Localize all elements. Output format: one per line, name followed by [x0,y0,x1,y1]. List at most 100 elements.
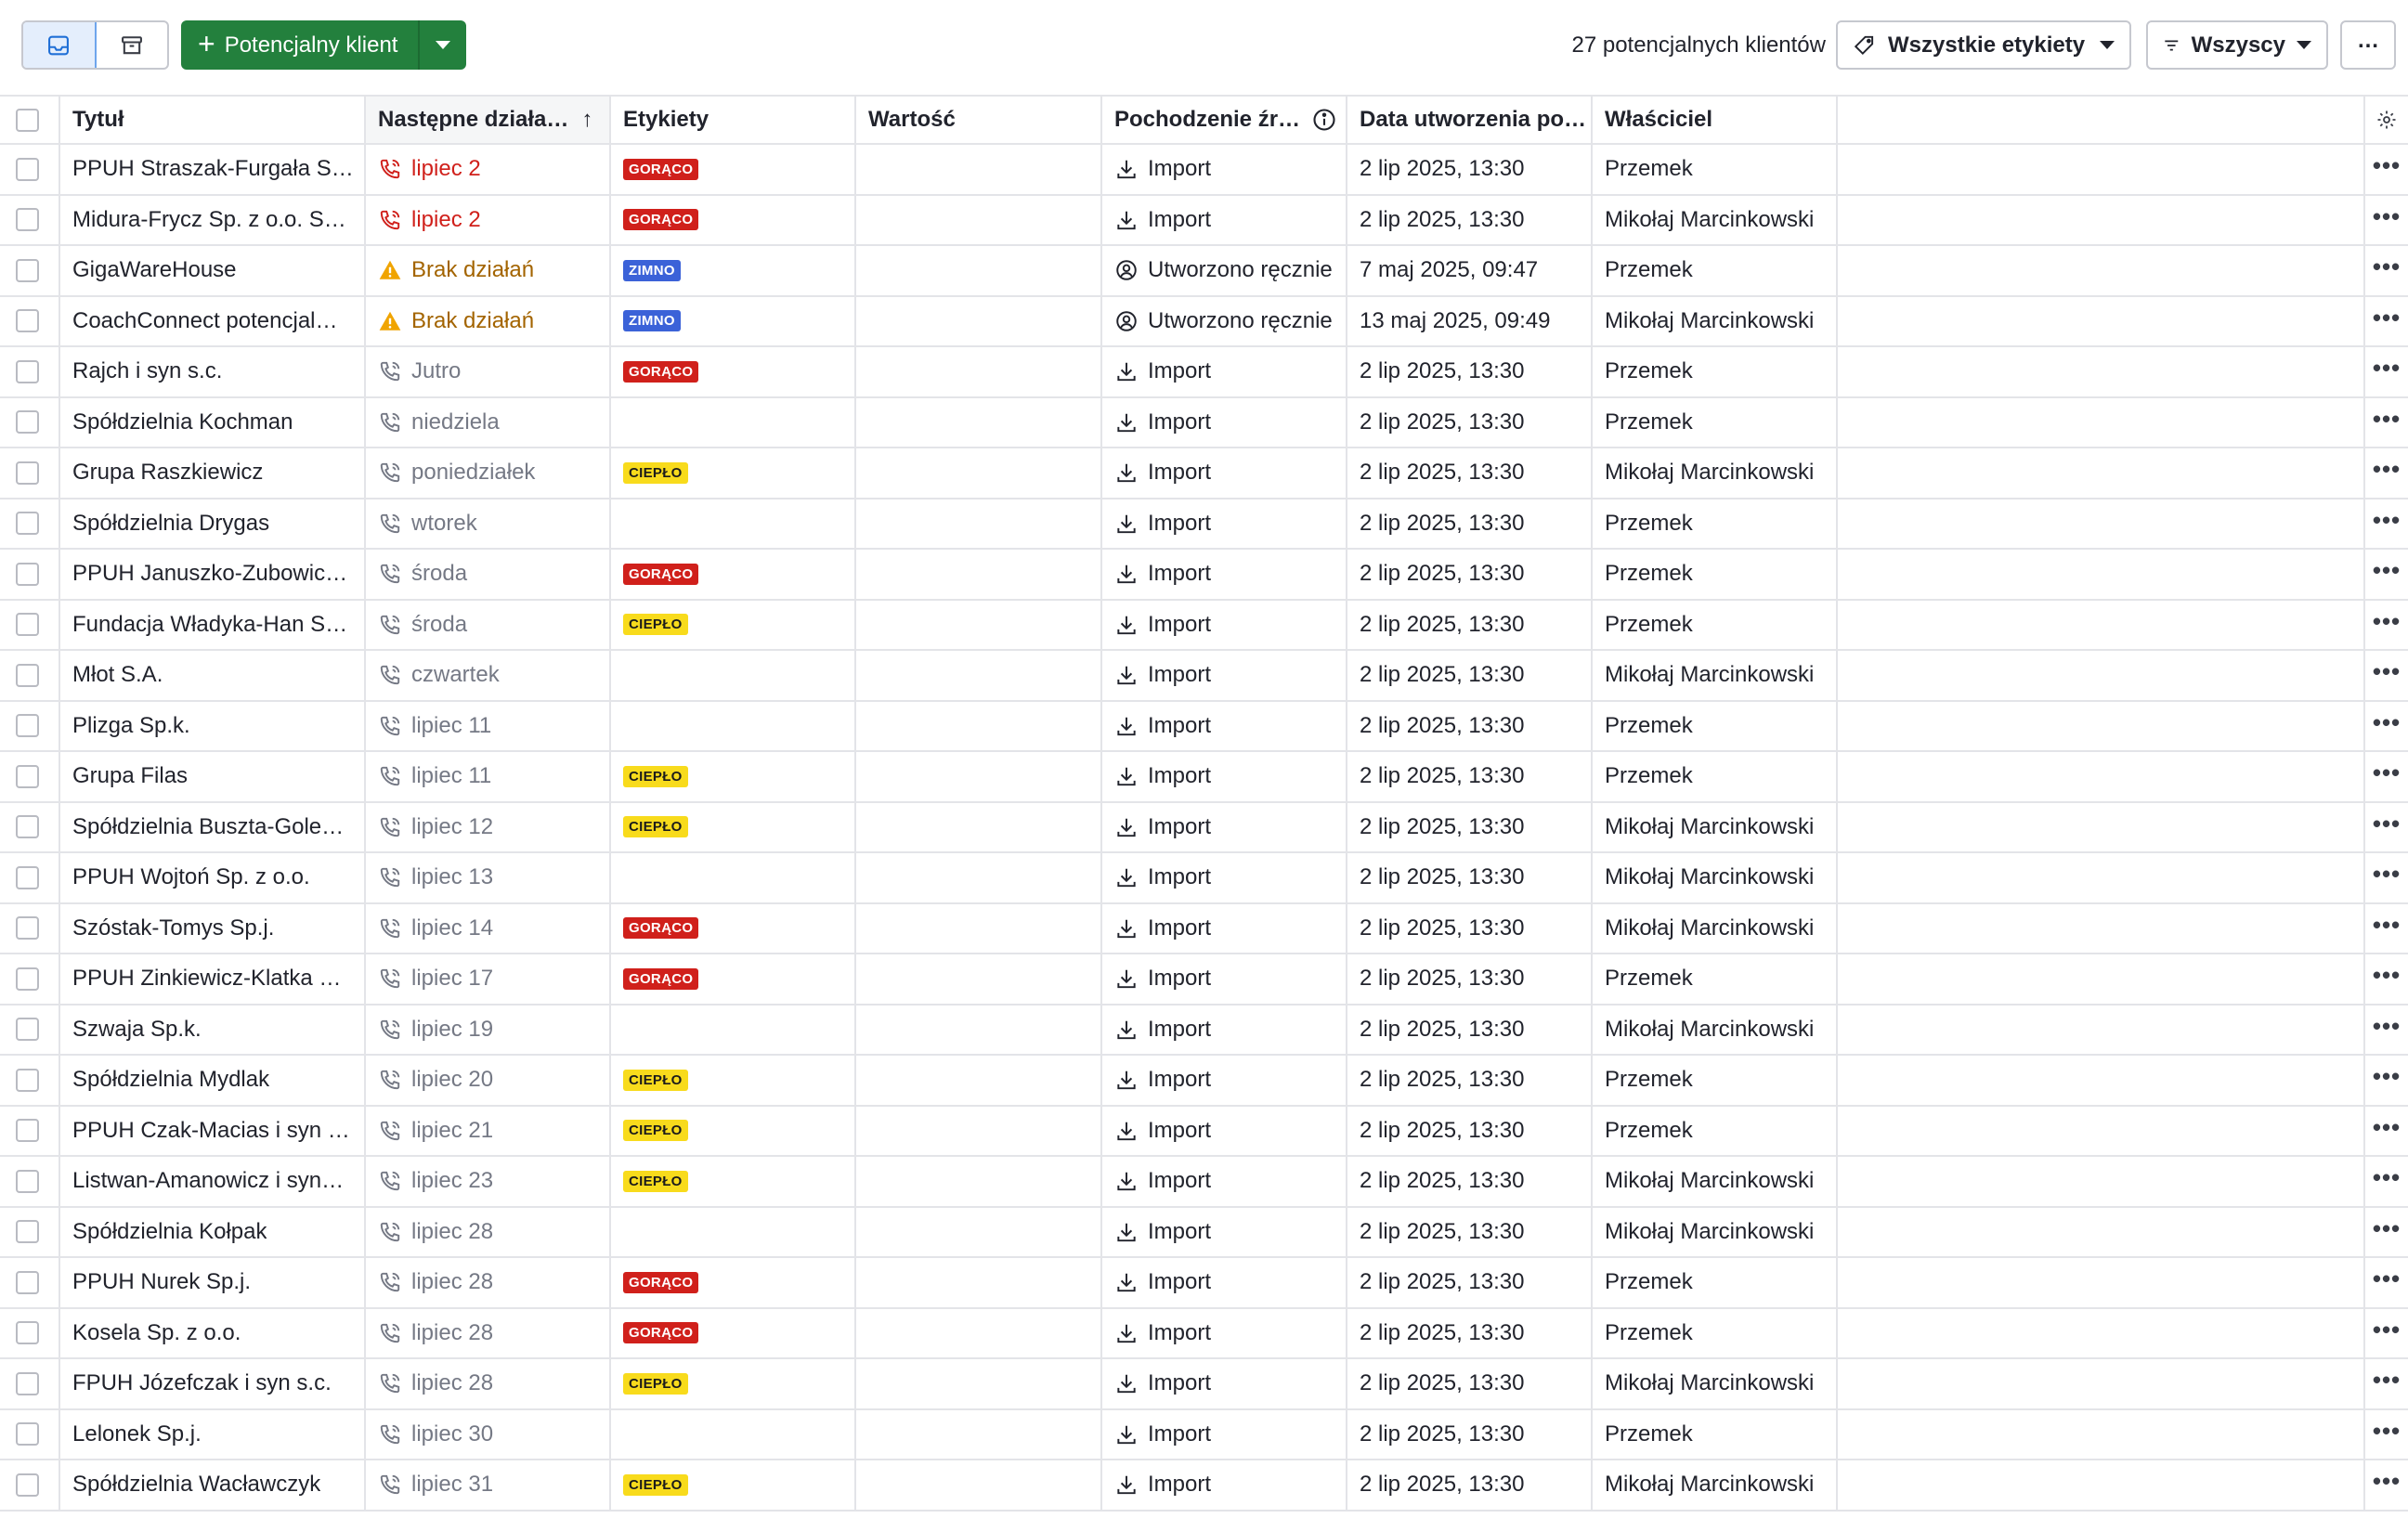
owner-cell[interactable]: Mikołaj Marcinkowski [1593,853,1838,902]
labels-cell[interactable]: CIEPŁO [611,1157,856,1206]
next-activity-cell[interactable]: lipiec 28 [366,1359,611,1408]
next-activity-cell[interactable]: lipiec 28 [366,1207,611,1256]
column-header-created[interactable]: Data utworzenia po… [1347,97,1593,143]
value-cell[interactable] [856,1308,1102,1357]
next-activity-cell[interactable]: czwartek [366,651,611,700]
owner-cell[interactable]: Mikołaj Marcinkowski [1593,1460,1838,1510]
owner-cell[interactable]: Przemek [1593,1056,1838,1105]
value-cell[interactable] [856,600,1102,649]
labels-cell[interactable]: GORĄCO [611,550,856,599]
row-checkbox[interactable] [16,359,39,383]
next-activity-cell[interactable]: lipiec 11 [366,701,611,750]
row-checkbox[interactable] [16,1422,39,1447]
value-cell[interactable] [856,296,1102,345]
table-row[interactable]: Spółdzielnia Buszta-Gole… lipiec 12 CIEPŁO… [0,802,2408,853]
more-actions-icon[interactable]: ••• [2372,354,2401,383]
column-header-title[interactable]: Tytuł [60,97,366,143]
value-cell[interactable] [856,903,1102,953]
value-cell[interactable] [856,145,1102,194]
table-row[interactable]: Plizga Sp.k. lipiec 11 Import 2 lip 2025, 1… [0,701,2408,752]
table-row[interactable]: Grupa Raszkiewicz poniedziałek CIEPŁO Impor… [0,448,2408,500]
owner-cell[interactable]: Przemek [1593,550,1838,599]
value-cell[interactable] [856,954,1102,1004]
table-row[interactable]: PPUH Zinkiewicz-Klatka … lipiec 17 GORĄCO I… [0,954,2408,1006]
table-row[interactable]: PPUH Czak-Macias i syn … lipiec 21 CIEPŁO I… [0,1106,2408,1157]
row-checkbox[interactable] [16,764,39,788]
owner-cell[interactable]: Mikołaj Marcinkowski [1593,802,1838,851]
labels-cell[interactable]: CIEPŁO [611,1056,856,1105]
value-cell[interactable] [856,448,1102,498]
more-actions-icon[interactable]: ••• [2372,556,2401,585]
more-actions-icon[interactable]: ••• [2372,606,2401,635]
value-cell[interactable] [856,246,1102,295]
labels-cell[interactable] [611,499,856,548]
table-row[interactable]: CoachConnect potencjal… Brak działań ZIMNO… [0,296,2408,347]
table-row[interactable]: Młot S.A. czwartek Import 2 lip 2025, 13:30… [0,651,2408,702]
value-cell[interactable] [856,499,1102,548]
value-cell[interactable] [856,1106,1102,1155]
value-cell[interactable] [856,347,1102,396]
labels-cell[interactable]: CIEPŁO [611,1359,856,1408]
labels-cell[interactable]: GORĄCO [611,145,856,194]
labels-cell[interactable] [611,701,856,750]
owner-cell[interactable]: Przemek [1593,145,1838,194]
table-row[interactable]: Spółdzielnia Kochman niedziela Import 2 lip… [0,397,2408,448]
lead-title-cell[interactable]: Spółdzielnia Kochman [60,397,366,447]
row-checkbox[interactable] [16,410,39,435]
value-cell[interactable] [856,802,1102,851]
more-actions-icon[interactable]: ••• [2372,809,2401,837]
value-cell[interactable] [856,1056,1102,1105]
next-activity-cell[interactable]: środa [366,600,611,649]
labels-cell[interactable]: GORĄCO [611,954,856,1004]
owner-cell[interactable]: Przemek [1593,1409,1838,1459]
row-checkbox[interactable] [16,613,39,637]
more-actions-icon[interactable]: ••• [2372,707,2401,736]
labels-cell[interactable]: GORĄCO [611,195,856,244]
next-activity-cell[interactable]: lipiec 2 [366,195,611,244]
labels-cell[interactable]: ZIMNO [611,296,856,345]
value-cell[interactable] [856,701,1102,750]
owner-cell[interactable]: Mikołaj Marcinkowski [1593,1005,1838,1054]
value-cell[interactable] [856,550,1102,599]
table-row[interactable]: PPUH Wojtoń Sp. z o.o. lipiec 13 Import 2 l… [0,853,2408,904]
lead-title-cell[interactable]: Spółdzielnia Wacławczyk [60,1460,366,1510]
lead-title-cell[interactable]: PPUH Straszak-Furgała S… [60,145,366,194]
owner-cell[interactable]: Mikołaj Marcinkowski [1593,903,1838,953]
owner-cell[interactable]: Mikołaj Marcinkowski [1593,195,1838,244]
column-header-labels[interactable]: Etykiety [611,97,856,143]
labels-cell[interactable] [611,397,856,447]
next-activity-cell[interactable]: Jutro [366,347,611,396]
value-cell[interactable] [856,651,1102,700]
value-cell[interactable] [856,397,1102,447]
labels-cell[interactable]: GORĄCO [611,903,856,953]
next-activity-cell[interactable]: lipiec 17 [366,954,611,1004]
more-actions-icon[interactable]: ••• [2372,201,2401,230]
gear-icon[interactable] [2375,109,2398,131]
table-row[interactable]: Szóstak-Tomys Sp.j. lipiec 14 GORĄCO Import… [0,903,2408,954]
more-actions-icon[interactable]: ••• [2372,657,2401,686]
labels-cell[interactable]: CIEPŁO [611,448,856,498]
table-row[interactable]: PPUH Januszko-Zubowic… środa GORĄCO Import 2… [0,550,2408,601]
row-checkbox[interactable] [16,512,39,536]
more-options-button[interactable]: … [2340,20,2396,70]
next-activity-cell[interactable]: lipiec 31 [366,1460,611,1510]
labels-cell[interactable]: GORĄCO [611,1308,856,1357]
row-checkbox[interactable] [16,1321,39,1345]
value-cell[interactable] [856,752,1102,801]
more-actions-icon[interactable]: ••• [2372,860,2401,889]
next-activity-cell[interactable]: lipiec 28 [366,1258,611,1307]
labels-cell[interactable]: CIEPŁO [611,1106,856,1155]
more-actions-icon[interactable]: ••• [2372,910,2401,939]
lead-title-cell[interactable]: PPUH Wojtoń Sp. z o.o. [60,853,366,902]
column-header-owner[interactable]: Właściciel [1593,97,1838,143]
next-activity-cell[interactable]: Brak działań [366,246,611,295]
labels-cell[interactable] [611,1005,856,1054]
table-row[interactable]: Spółdzielnia Kołpak lipiec 28 Import 2 lip … [0,1207,2408,1258]
owners-filter-dropdown[interactable]: Wszyscy [2146,20,2328,70]
labels-filter-dropdown[interactable]: Wszystkie etykiety [1836,20,2131,70]
table-row[interactable]: GigaWareHouse Brak działań ZIMNO Utworzono … [0,246,2408,297]
more-actions-icon[interactable]: ••• [2372,759,2401,787]
lead-title-cell[interactable]: Młot S.A. [60,651,366,700]
owner-cell[interactable]: Przemek [1593,499,1838,548]
owner-cell[interactable]: Mikołaj Marcinkowski [1593,296,1838,345]
